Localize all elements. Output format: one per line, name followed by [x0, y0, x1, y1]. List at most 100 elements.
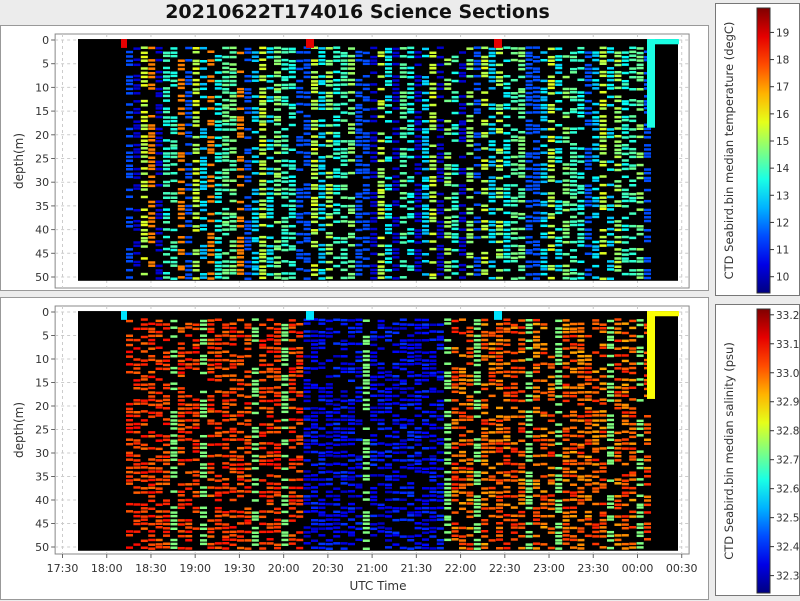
- profile-cell: [311, 451, 318, 453]
- profile-cell: [355, 244, 362, 246]
- profile-cell: [563, 499, 570, 501]
- profile-cell: [511, 52, 518, 54]
- profile-cell: [466, 527, 473, 529]
- profile-cell: [437, 204, 444, 206]
- profile-cell: [222, 342, 229, 344]
- profile-cell: [311, 407, 318, 409]
- profile-cell: [555, 269, 562, 271]
- profile-cell: [548, 391, 555, 393]
- profile-cell: [370, 139, 377, 141]
- profile-cell: [222, 331, 229, 333]
- profile-cell: [540, 343, 547, 345]
- profile-cell: [215, 494, 222, 496]
- profile-cell: [355, 256, 362, 258]
- profile-cell: [156, 88, 163, 90]
- profile-cell: [592, 370, 599, 372]
- profile-cell: [267, 364, 274, 366]
- profile-cell: [207, 107, 214, 109]
- profile-cell: [281, 59, 288, 61]
- profile-cell: [400, 197, 407, 199]
- profile-cell: [311, 197, 318, 199]
- profile-cell: [415, 144, 422, 146]
- profile-cell: [252, 383, 259, 385]
- profile-cell: [422, 468, 429, 470]
- profile-cell: [629, 156, 636, 158]
- profile-cell: [526, 451, 533, 453]
- profile-cell: [629, 47, 636, 49]
- profile-cell: [422, 471, 429, 473]
- profile-cell: [170, 200, 177, 202]
- profile-cell: [385, 506, 392, 508]
- profile-cell: [326, 268, 333, 270]
- profile-cell: [496, 439, 503, 441]
- profile-cell: [296, 531, 303, 533]
- profile-cell: [415, 212, 422, 214]
- profile-cell: [244, 402, 251, 404]
- profile-cell: [230, 56, 237, 58]
- profile-cell: [259, 359, 266, 361]
- profile-cell: [274, 160, 281, 162]
- profile-cell: [607, 96, 614, 98]
- profile-cell: [281, 519, 288, 521]
- profile-cell: [407, 486, 414, 488]
- profile-cell: [422, 375, 429, 377]
- profile-cell: [370, 63, 377, 65]
- profile-cell: [363, 539, 370, 541]
- profile-cell: [444, 152, 451, 154]
- profile-cell: [496, 491, 503, 493]
- profile-cell: [148, 185, 155, 187]
- profile-cell: [326, 224, 333, 226]
- profile-cell: [178, 59, 185, 61]
- profile-cell: [540, 443, 547, 445]
- profile-cell: [193, 88, 200, 90]
- profile-cell: [503, 269, 510, 271]
- profile-cell: [148, 431, 155, 433]
- profile-cell: [452, 383, 459, 385]
- profile-cell: [207, 100, 214, 102]
- profile-cell: [289, 374, 296, 376]
- profile-cell: [163, 155, 170, 157]
- profile-cell: [466, 91, 473, 93]
- profile-cell: [577, 375, 584, 377]
- profile-cell: [503, 439, 510, 441]
- profile-cell: [222, 208, 229, 210]
- profile-cell: [267, 208, 274, 210]
- profile-cell: [511, 470, 518, 472]
- profile-cell: [318, 51, 325, 53]
- profile-cell: [452, 124, 459, 126]
- profile-cell: [126, 482, 133, 484]
- profile-cell: [370, 459, 377, 461]
- profile-cell: [511, 463, 518, 465]
- profile-cell: [526, 200, 533, 202]
- profile-cell: [378, 272, 385, 274]
- profile-cell: [126, 159, 133, 161]
- profile-cell: [230, 240, 237, 242]
- profile-cell: [503, 144, 510, 146]
- profile-cell: [607, 339, 614, 341]
- profile-cell: [148, 508, 155, 510]
- profile-cell: [452, 208, 459, 210]
- profile-cell: [511, 515, 518, 517]
- profile-cell: [178, 95, 185, 97]
- profile-cell: [437, 95, 444, 97]
- profile-cell: [170, 128, 177, 130]
- profile-cell: [600, 145, 607, 147]
- profile-cell: [622, 127, 629, 129]
- profile-cell: [333, 212, 340, 214]
- profile-cell: [163, 531, 170, 533]
- profile-cell: [222, 272, 229, 274]
- profile-cell: [222, 527, 229, 529]
- profile-cell: [518, 95, 525, 97]
- profile-cell: [481, 347, 488, 349]
- profile-cell: [540, 181, 547, 183]
- profile-cell: [281, 331, 288, 333]
- profile-cell: [156, 335, 163, 337]
- profile-cell: [267, 265, 274, 267]
- profile-cell: [363, 60, 370, 62]
- profile-cell: [333, 140, 340, 142]
- profile-cell: [466, 383, 473, 385]
- profile-cell: [296, 91, 303, 93]
- profile-cell: [355, 528, 362, 530]
- profile-cell: [178, 132, 185, 134]
- profile-cell: [170, 278, 177, 280]
